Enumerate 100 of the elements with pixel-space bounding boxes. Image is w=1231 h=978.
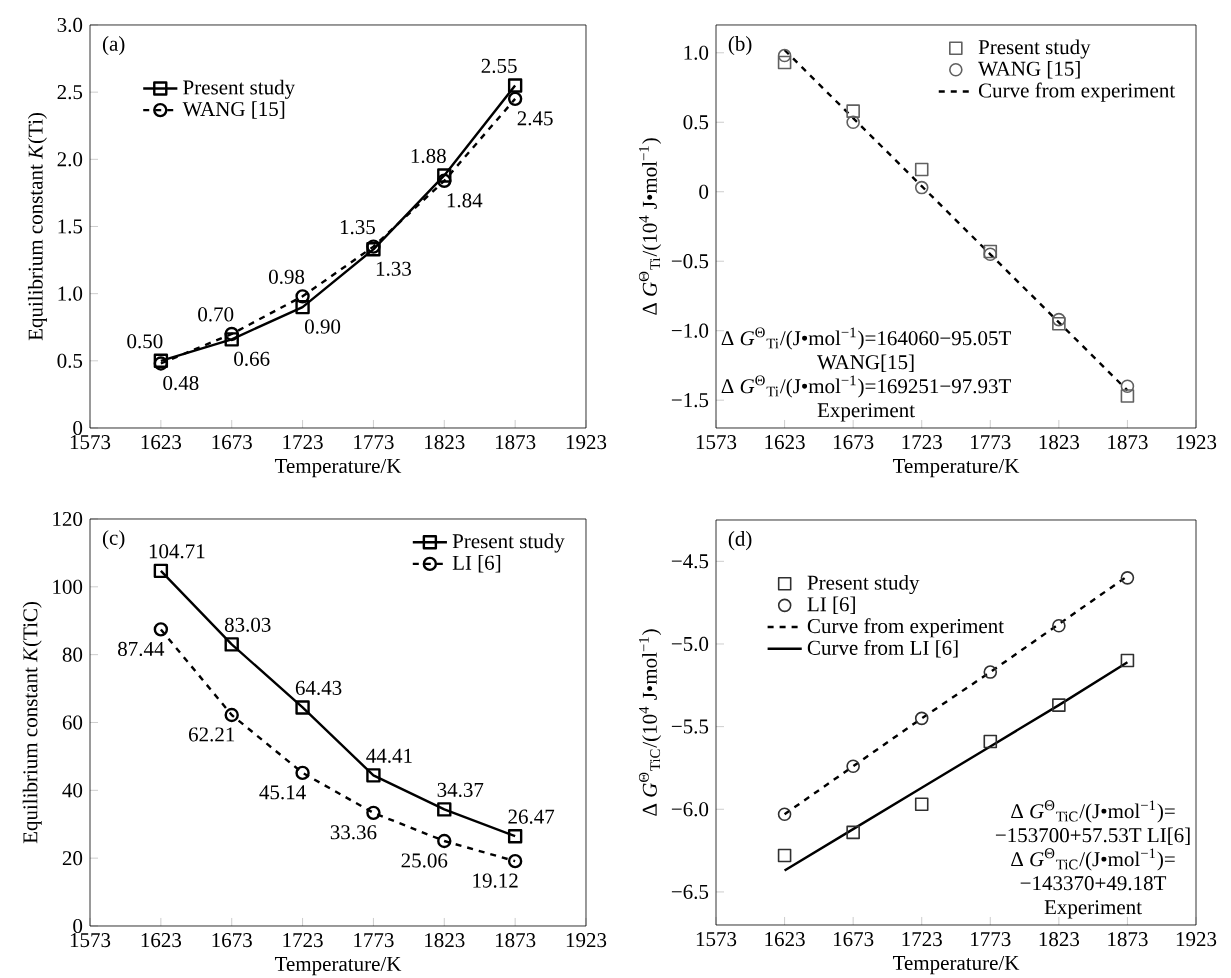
y-tick-label: 0.5 xyxy=(57,353,83,368)
point xyxy=(437,168,452,183)
y-tick-label: 0 xyxy=(699,184,709,199)
annotation: Δ G$^{Θ}$$_{Ti}$/(J•mol$^{−1}$)=164060−95.05T xyxy=(721,327,1011,350)
point xyxy=(437,802,452,817)
data-label: 0.98 xyxy=(268,269,305,284)
data-label: 0.66 xyxy=(234,351,270,366)
point xyxy=(224,332,239,347)
y-tick-label: 0 xyxy=(73,918,83,934)
data-label: 0.90 xyxy=(304,319,341,334)
y-axis-title: Equilibrium constant K(Ti) xyxy=(27,113,47,341)
data-label: 34.37 xyxy=(437,782,484,797)
data-label: 1.84 xyxy=(447,193,483,208)
annotation: Δ G$^{Θ}$$_{Ti}$/(J•mol$^{−1}$)=169251−97.93T xyxy=(721,375,1011,398)
point xyxy=(437,833,452,849)
y-tick-label: 1.0 xyxy=(684,45,709,60)
x-tick-label: 1573 xyxy=(70,933,111,948)
x-axis-title: Temperature/K xyxy=(274,956,402,976)
point xyxy=(914,797,929,812)
point xyxy=(295,765,310,781)
x-tick-label: 1773 xyxy=(971,932,1011,947)
x-tick-label: 1723 xyxy=(283,435,323,450)
point xyxy=(777,807,792,822)
legend-label: Curve from experiment xyxy=(978,82,1176,102)
x-tick-label: 1773 xyxy=(971,435,1011,450)
y-tick-label: −5.0 xyxy=(671,636,709,652)
x-tick-label: 1823 xyxy=(425,435,465,450)
y-tick-label: 2.5 xyxy=(57,85,83,100)
point xyxy=(846,104,860,118)
y-tick-label: 0.5 xyxy=(683,115,709,130)
y-tick-label: 120 xyxy=(53,511,83,527)
x-tick-label: 1623 xyxy=(765,932,805,947)
x-tick-label: 1673 xyxy=(834,932,874,947)
y-tick-label: 20 xyxy=(62,851,83,866)
data-label: 19.12 xyxy=(473,873,518,888)
x-tick-label: 1773 xyxy=(354,435,394,450)
x-tick-label: 1573 xyxy=(70,435,111,450)
annotation: WANG[15] xyxy=(817,354,914,372)
point xyxy=(777,55,792,70)
y-tick-label: −0.5 xyxy=(671,254,709,269)
data-label: 44.41 xyxy=(366,748,412,763)
y-tick-label: 40 xyxy=(62,783,83,798)
legend-label: WANG [15] xyxy=(182,101,285,119)
point xyxy=(153,563,169,579)
point xyxy=(224,326,239,342)
chart-title: (b) xyxy=(728,36,752,56)
x-tick-label: 1923 xyxy=(566,933,607,948)
legend-label: Present study xyxy=(183,79,296,99)
point xyxy=(224,637,239,652)
point xyxy=(846,759,860,774)
y-tick-label: −1.0 xyxy=(671,323,709,338)
x-tick-label: 1723 xyxy=(283,933,323,948)
data-label: 0.48 xyxy=(163,375,199,391)
point xyxy=(846,825,860,840)
chart-title: (a) xyxy=(102,36,125,56)
legend-label: Curve from experiment xyxy=(807,618,1004,638)
point xyxy=(914,162,929,177)
point xyxy=(983,665,998,679)
x-tick-label: 1873 xyxy=(495,435,536,450)
data-label: 2.55 xyxy=(481,58,517,74)
x-tick-label: 1673 xyxy=(212,933,252,948)
legend-label: Present study xyxy=(452,533,565,553)
y-tick-label: 100 xyxy=(53,579,83,594)
point xyxy=(1120,653,1135,668)
x-tick-label: 1673 xyxy=(834,435,874,450)
legend-label: Present study xyxy=(978,39,1091,59)
x-axis-title: Temperature/K xyxy=(274,458,402,478)
point xyxy=(1052,698,1066,712)
legend-label: LI [6] xyxy=(452,555,501,573)
legend-label: WANG [15] xyxy=(978,61,1080,79)
text: Δ G$^{Θ}$$_{TiC}$/(10$^{4}$ J•mol$^{−1}$) xyxy=(638,629,662,816)
annotation: Δ G$^{Θ}$$_{TiC}$/(J•mol$^{−1}$)= xyxy=(1011,800,1175,823)
annotation: Δ G$^{Θ}$$_{TiC}$/(J•mol$^{−1}$)= xyxy=(1011,848,1175,871)
x-tick-label: 1623 xyxy=(141,933,182,948)
y-tick-label: 60 xyxy=(62,715,83,730)
legend-label: Curve from LI [6] xyxy=(807,639,958,658)
x-tick-label: 1923 xyxy=(566,435,607,450)
x-tick-label: 1823 xyxy=(1039,435,1080,450)
x-tick-label: 1873 xyxy=(1108,932,1148,947)
y-tick-label: 2.0 xyxy=(57,152,83,167)
x-tick-label: 1623 xyxy=(141,435,182,450)
y-tick-label: −6.5 xyxy=(671,884,709,900)
point xyxy=(507,78,523,93)
data-label: 83.03 xyxy=(224,617,271,632)
annotation: −143370+49.18T xyxy=(1020,876,1167,891)
point xyxy=(224,707,239,723)
point xyxy=(366,805,381,821)
y-tick-label: −4.5 xyxy=(671,554,709,569)
x-tick-label: 1723 xyxy=(902,932,942,947)
data-label: 0.50 xyxy=(127,334,163,349)
data-label: 25.06 xyxy=(401,853,448,868)
point xyxy=(295,700,310,715)
data-label: 1.88 xyxy=(411,148,446,164)
data-label: 64.43 xyxy=(295,680,342,696)
data-label: 33.36 xyxy=(330,825,377,840)
chart-title: (c) xyxy=(102,530,125,550)
y-tick-label: 80 xyxy=(62,647,83,662)
data-label: 26.47 xyxy=(508,809,555,824)
point xyxy=(507,829,523,844)
point xyxy=(1052,312,1066,327)
